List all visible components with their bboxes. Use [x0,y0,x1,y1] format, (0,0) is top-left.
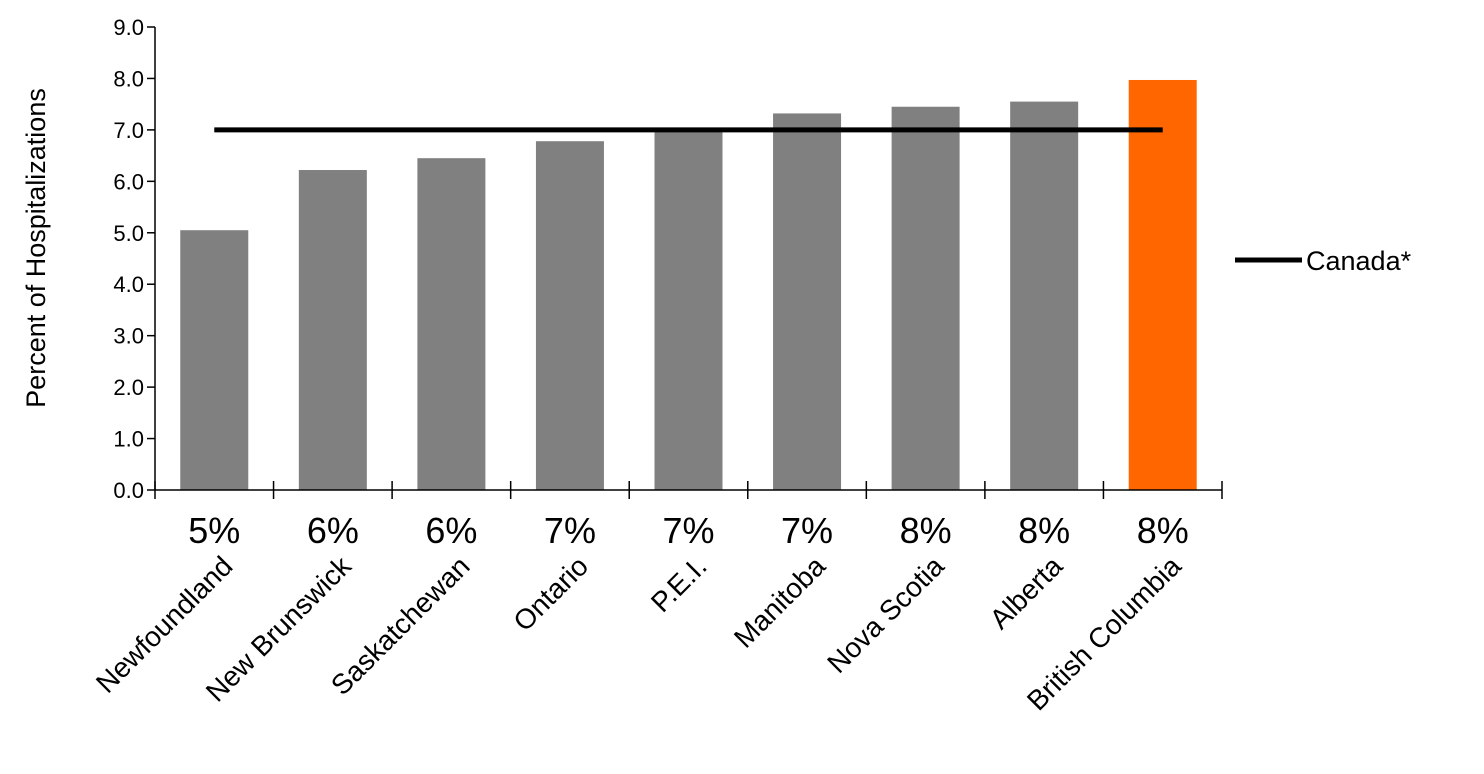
y-tick-label: 3.0 [113,324,144,349]
value-label: 7% [662,510,714,551]
value-labels: 5% 6% 6% 7% 7% 7% 8% 8% 8% [188,510,1188,551]
value-label: 5% [188,510,240,551]
value-label: 7% [544,510,596,551]
y-tick-label: 2.0 [113,375,144,400]
legend-label-canada: Canada* [1306,246,1412,276]
category-label: Manitoba [728,550,832,654]
y-tick-label: 0.0 [113,478,144,503]
y-tick-label: 9.0 [113,15,144,40]
bar-new-brunswick [298,170,367,490]
bar-saskatchewan [417,158,486,490]
value-label: 8% [1137,510,1189,551]
bar-british-columbia [1128,79,1197,490]
value-label: 6% [307,510,359,551]
category-label: P.E.I. [645,550,713,618]
y-tick-label: 5.0 [113,221,144,246]
y-tick-label: 4.0 [113,272,144,297]
value-label: 8% [1018,510,1070,551]
bar-alberta [1010,101,1079,490]
y-tick-label: 6.0 [113,169,144,194]
value-label: 6% [425,510,477,551]
y-tick-label: 8.0 [113,66,144,91]
bar-nova-scotia [891,106,960,490]
bar-newfoundland [180,230,249,490]
category-label: Nova Scotia [821,550,950,679]
bar-manitoba [773,113,842,490]
bar-p-e-i- [654,129,723,490]
y-tick-label: 7.0 [113,118,144,143]
y-tick-label: 1.0 [113,427,144,452]
x-axis [154,481,1223,499]
category-label: Alberta [984,550,1069,635]
y-axis-title: Percent of Hospitalizations [21,88,51,408]
bars [180,79,1197,490]
legend: Canada* [1235,246,1412,276]
bar-ontario [535,141,604,490]
y-axis: 0.0 1.0 2.0 3.0 4.0 5.0 6.0 7.0 8.0 9.0 [113,15,156,503]
value-label: 8% [900,510,952,551]
value-label: 7% [781,510,833,551]
category-label: Ontario [507,550,594,637]
